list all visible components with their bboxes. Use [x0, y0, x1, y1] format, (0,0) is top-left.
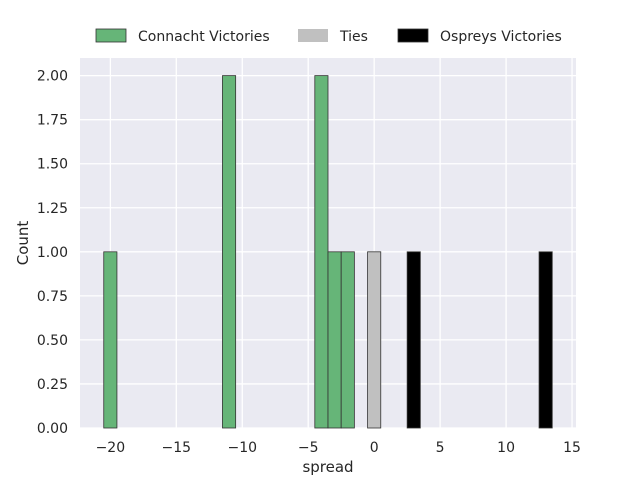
y-tick-label: 0.00	[37, 421, 68, 437]
x-tick-label: 15	[563, 440, 581, 456]
y-tick-label: 1.25	[37, 201, 68, 217]
bars	[103, 75, 553, 429]
y-tick-label: 0.50	[37, 333, 68, 349]
legend-label: Ties	[339, 29, 368, 45]
bar	[406, 251, 421, 429]
bar	[538, 251, 553, 429]
y-tick-label: 0.25	[37, 377, 68, 393]
x-tick-label: 10	[497, 440, 515, 456]
bar	[327, 251, 342, 429]
x-tick-label: −15	[162, 440, 192, 456]
y-tick-label: 1.00	[37, 245, 68, 261]
bar	[367, 251, 382, 429]
y-tick-label: 0.75	[37, 289, 68, 305]
legend-label: Connacht Victories	[138, 29, 270, 45]
y-tick-label: 1.75	[37, 113, 68, 129]
bar	[222, 75, 237, 429]
y-tick-labels: 0.00 0.25 0.50 0.75 1.00 1.25 1.50 1.75 2.00	[37, 69, 68, 437]
bar	[314, 75, 329, 429]
x-axis-label: spread	[302, 458, 353, 476]
legend-swatch	[298, 29, 328, 42]
x-tick-label: 5	[436, 440, 445, 456]
legend: Connacht Victories Ties Ospreys Victories	[95, 28, 562, 45]
x-tick-label: −5	[298, 440, 319, 456]
y-tick-label: 2.00	[37, 69, 68, 85]
legend-swatch	[95, 28, 127, 43]
x-tick-label: −10	[227, 440, 257, 456]
legend-swatch	[397, 28, 429, 43]
bar	[340, 251, 355, 429]
x-tick-label: 0	[370, 440, 379, 456]
bar	[103, 251, 118, 429]
x-tick-labels: −20 −15 −10 −5 0 5 10 15	[96, 440, 581, 456]
legend-label: Ospreys Victories	[440, 29, 562, 45]
y-axis-label: Count	[14, 221, 32, 266]
x-tick-label: −20	[96, 440, 126, 456]
y-tick-label: 1.50	[37, 157, 68, 173]
